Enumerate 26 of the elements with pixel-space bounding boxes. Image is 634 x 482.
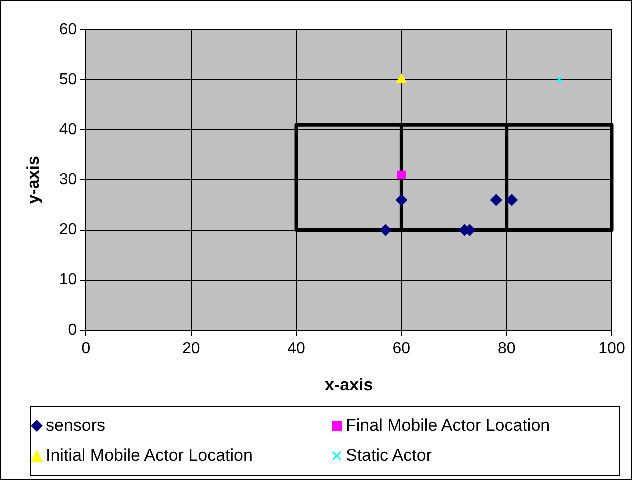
legend-label: Static Actor (346, 446, 432, 466)
x-tick-label: 0 (82, 340, 91, 358)
legend-label: sensors (46, 416, 106, 436)
y-axis-title: y-axis (24, 156, 43, 204)
point (396, 74, 407, 84)
y-tick-label: 20 (59, 222, 78, 239)
x-tick-label: 40 (288, 340, 306, 358)
point (556, 77, 562, 83)
point (490, 194, 502, 206)
y-tick-label: 40 (59, 122, 78, 139)
point (397, 170, 406, 180)
x-axis-title: x-axis (324, 375, 374, 394)
x-tick-label: 100 (598, 340, 626, 358)
y-tick-label: 50 (59, 71, 78, 88)
x-tick-label: 20 (182, 340, 200, 358)
x-tick-label: 60 (392, 340, 411, 358)
x-tick-label: 80 (498, 340, 516, 358)
legend-label: Final Mobile Actor Location (346, 416, 550, 436)
legend-label: Initial Mobile Actor Location (46, 446, 253, 466)
y-tick-label: 10 (59, 272, 78, 289)
y-tick-label: 30 (59, 172, 78, 189)
point (396, 194, 408, 206)
point (506, 194, 518, 206)
y-tick-label: 60 (59, 21, 78, 38)
point (380, 224, 392, 236)
y-tick-label: 0 (68, 322, 78, 339)
